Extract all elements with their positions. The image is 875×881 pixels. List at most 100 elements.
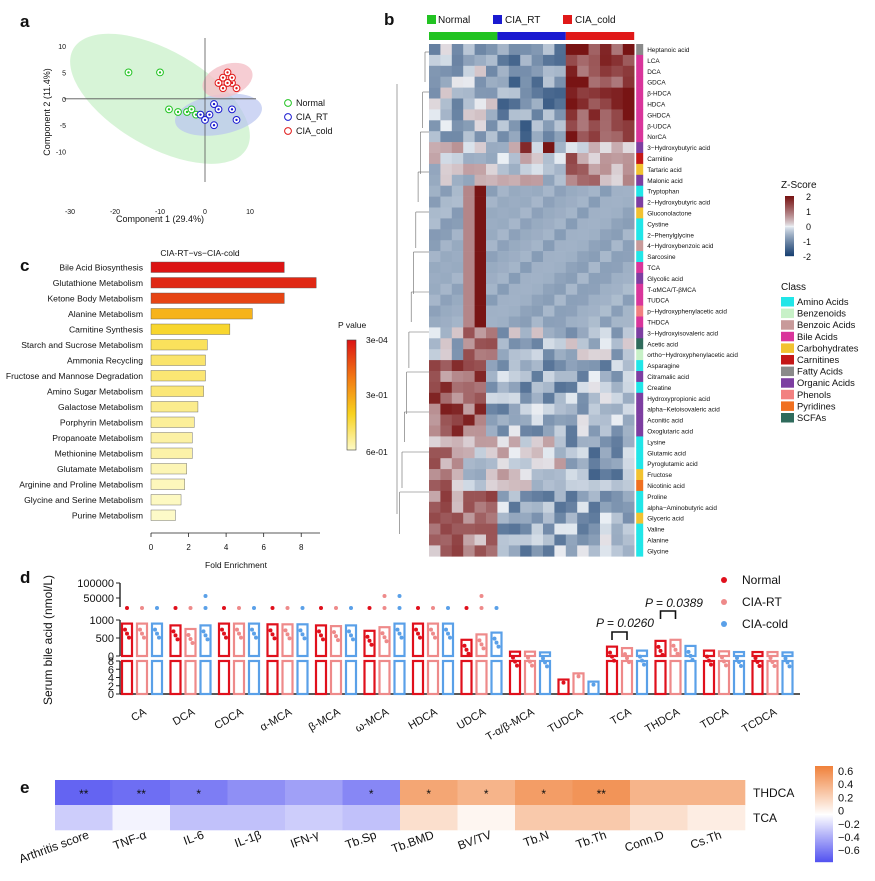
heatmap-cell <box>622 480 635 492</box>
heatmap-cell <box>463 109 475 121</box>
heatmap-cell <box>429 360 441 372</box>
heatmap-cell <box>520 153 532 165</box>
category-label: CDCA <box>213 706 247 732</box>
heatmap-cell <box>463 425 475 437</box>
heatmap-cell <box>520 305 532 317</box>
heatmap-cell <box>463 44 475 56</box>
data-point <box>528 659 532 664</box>
panel-label-b: b <box>384 10 395 29</box>
heatmap-cell <box>429 294 441 306</box>
heatmap-cell <box>497 163 510 176</box>
heatmap-cell <box>565 534 578 546</box>
heatmap-cell <box>565 272 578 285</box>
heatmap-cell <box>622 44 635 56</box>
heatmap-cell <box>565 283 578 295</box>
heatmap-cell <box>588 131 601 143</box>
bar-segment <box>508 650 522 658</box>
heatmap-cell <box>497 283 510 295</box>
heatmap-cell <box>543 98 555 110</box>
significance-bracket <box>659 610 677 619</box>
bar-segment <box>314 624 328 658</box>
heatmap-cell <box>611 98 624 110</box>
pvalue-gradient-step <box>347 343 356 345</box>
pvalue-gradient-step <box>347 430 356 432</box>
heatmap-cell <box>531 153 544 165</box>
data-point <box>515 663 519 668</box>
heatmap-cell <box>520 131 532 143</box>
pvalue-tick-label: 3e-01 <box>366 390 388 400</box>
heatmap-cell <box>554 392 567 404</box>
heatmap-cell <box>440 371 453 383</box>
heatmap-cell <box>600 381 612 394</box>
heatmap-cell <box>486 283 498 295</box>
heatmap-cell <box>577 207 589 219</box>
zscore-gradient-step <box>785 215 794 217</box>
scatter-point-core <box>235 118 238 122</box>
correlation-gradient-step <box>815 829 833 831</box>
heatmap-cell <box>497 480 510 492</box>
heatmap-cell <box>463 490 475 503</box>
bar-segment <box>281 623 294 658</box>
bar-segment <box>441 622 455 658</box>
heatmap-cell <box>474 512 487 524</box>
heatmap-cell <box>520 240 532 252</box>
data-point <box>642 662 646 667</box>
pvalue-gradient-step <box>347 351 356 353</box>
heatmap-cell <box>474 480 487 492</box>
pvalue-gradient-step <box>347 391 356 393</box>
class-color-cell <box>636 65 644 77</box>
heatmap-cell <box>474 218 487 230</box>
correlation-gradient-step <box>815 845 833 847</box>
heatmap-cell <box>622 501 635 513</box>
correlation-gradient-step <box>815 795 833 797</box>
data-point <box>138 627 142 632</box>
heatmap-cell <box>497 65 510 77</box>
bar-segment <box>199 659 212 696</box>
pvalue-gradient-step <box>347 444 356 446</box>
heatmap-cell <box>486 338 498 350</box>
category-label: ω-MCA <box>353 706 391 735</box>
heatmap-cell <box>508 251 521 263</box>
heatmap-cell <box>543 218 555 230</box>
data-point <box>477 638 482 643</box>
bar-segment <box>635 649 649 658</box>
class-color-cell <box>636 87 644 99</box>
heatmap-cell <box>440 294 453 306</box>
pathway-label: Starch and Sucrose Metabolism <box>21 340 143 350</box>
heatmap-cell <box>497 501 510 513</box>
heatmap-cell <box>486 174 498 186</box>
data-point <box>188 637 193 641</box>
metabolite-label: Hydroxypropionic acid <box>647 396 710 403</box>
pvalue-gradient-step <box>347 382 356 384</box>
heatmap-cell <box>508 76 521 88</box>
pvalue-gradient-step <box>347 412 356 414</box>
heatmap-cell <box>497 218 510 230</box>
correlation-cell <box>457 780 516 806</box>
heatmap-cell <box>611 153 624 165</box>
heatmap-cell <box>554 414 567 426</box>
correlation-gradient-step <box>815 791 833 793</box>
heatmap-cell <box>600 425 612 437</box>
zscore-gradient-step <box>785 219 794 221</box>
zscore-gradient-step <box>785 246 794 248</box>
heatmap-cell <box>520 360 532 372</box>
class-legend-label: Benzoic Acids <box>797 319 856 330</box>
heatmap-cell <box>554 338 567 350</box>
heatmap-cell <box>565 240 578 252</box>
class-color-cell <box>636 240 644 252</box>
correlation-cell <box>227 780 286 806</box>
legend-label: Normal <box>296 98 325 108</box>
heatmap-cell <box>429 272 441 285</box>
heatmap-cell <box>429 109 441 121</box>
heatmap-cell <box>554 76 567 88</box>
correlation-gradient-step <box>815 784 833 786</box>
heatmap-cell <box>508 338 521 350</box>
category-label: α-MCA <box>258 706 294 734</box>
bar-segment <box>150 622 164 658</box>
class-color-cell <box>636 436 644 448</box>
heatmap-cell <box>577 458 589 470</box>
heatmap-cell <box>463 447 475 459</box>
heatmap-cell <box>600 403 612 415</box>
heatmap-cell <box>474 458 487 470</box>
data-point <box>125 606 129 610</box>
